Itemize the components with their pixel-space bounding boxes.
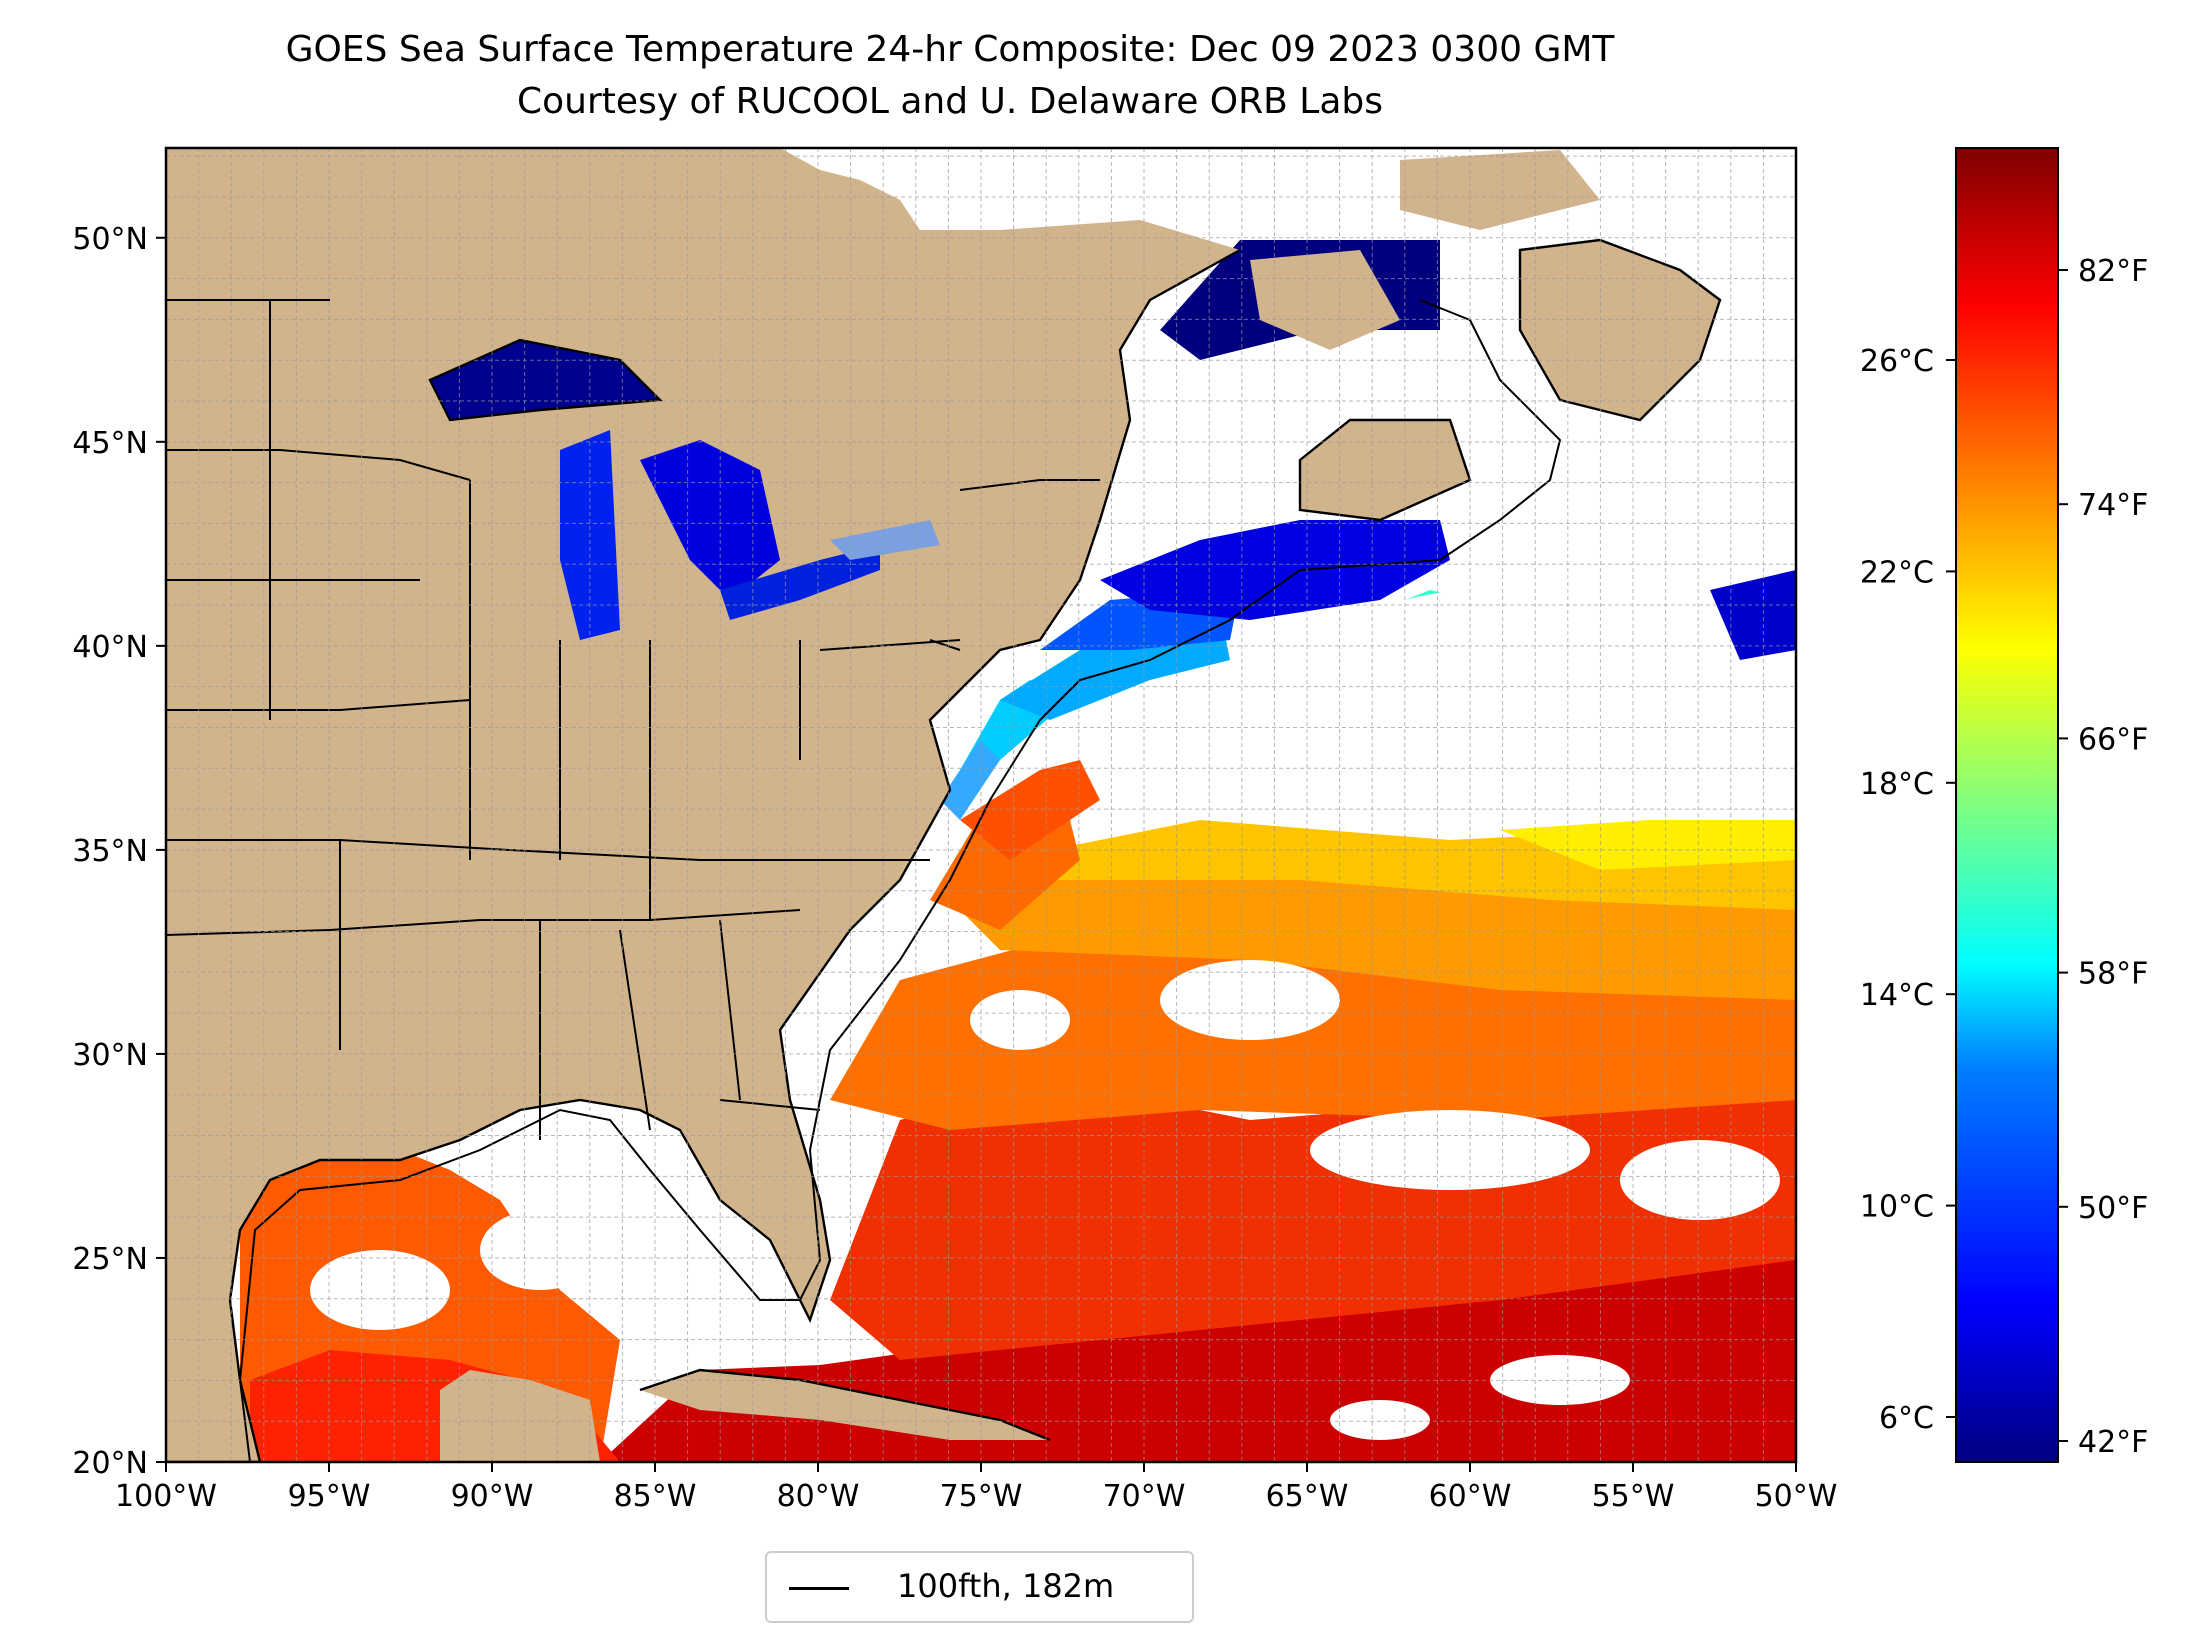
y-tick-label: 45°N (72, 426, 148, 461)
legend-label: 100fth, 182m (897, 1567, 1115, 1605)
map-title: GOES Sea Surface Temperature 24-hr Compo… (285, 29, 1615, 70)
x-tick-label: 70°W (1103, 1479, 1186, 1514)
colorbar-celsius-tick: 22°C (1860, 555, 1934, 590)
isobath-100fth (238, 299, 1562, 1462)
map-gridlines (166, 148, 1796, 1462)
x-tick-label: 80°W (777, 1479, 860, 1514)
colorbar-fahrenheit-tick: 58°F (2078, 957, 2148, 992)
colorbar-celsius-tick: 6°C (1879, 1401, 1934, 1436)
colorbar-celsius-tick: 26°C (1860, 344, 1934, 379)
colorbar (1955, 147, 2059, 1463)
x-tick-label: 50°W (1755, 1479, 1838, 1514)
x-tick-label: 90°W (451, 1479, 534, 1514)
x-tick-label: 60°W (1429, 1479, 1512, 1514)
colorbar-celsius-tick: 14°C (1860, 978, 1934, 1013)
colorbar-celsius-tick: 18°C (1860, 767, 1934, 802)
legend: 100fth, 182m (765, 1551, 1194, 1623)
y-tick-label: 35°N (72, 834, 148, 869)
y-tick-label: 50°N (72, 222, 148, 257)
colorbar-celsius-axis: 26°C 22°C 18°C 14°C 10°C 6°C (1860, 344, 1956, 1436)
x-tick-label: 100°W (115, 1479, 217, 1514)
colorbar-celsius-tick: 10°C (1860, 1190, 1934, 1225)
legend-line-swatch (789, 1587, 849, 1590)
map-subtitle: Courtesy of RUCOOL and U. Delaware ORB L… (516, 81, 1384, 122)
x-tick-label: 85°W (614, 1479, 697, 1514)
y-tick-label: 30°N (72, 1038, 148, 1073)
colorbar-fahrenheit-tick: 82°F (2078, 254, 2148, 289)
x-tick-label: 95°W (288, 1479, 371, 1514)
y-tick-label: 20°N (72, 1446, 148, 1481)
state-borders (166, 299, 1100, 1140)
y-tick-label: 40°N (72, 630, 148, 665)
x-axis: 100°W 95°W 90°W 85°W 80°W 75°W 70°W 65°W 60°W 55°… (115, 1462, 1837, 1514)
y-tick-label: 25°N (72, 1242, 148, 1277)
colorbar-fahrenheit-tick: 50°F (2078, 1191, 2148, 1226)
colorbar-fahrenheit-axis: 82°F 74°F 66°F 58°F 50°F 42°F (2058, 254, 2148, 1460)
land-masses (166, 148, 1720, 1462)
x-tick-label: 65°W (1266, 1479, 1349, 1514)
x-tick-label: 55°W (1592, 1479, 1675, 1514)
y-axis: 20°N 25°N 30°N 35°N 40°N 45°N 50°N (72, 222, 166, 1481)
no-data-areas (310, 590, 1780, 1440)
colorbar-fahrenheit-tick: 42°F (2078, 1425, 2148, 1460)
colorbar-fahrenheit-tick: 74°F (2078, 488, 2148, 523)
colorbar-fahrenheit-tick: 66°F (2078, 722, 2148, 757)
x-tick-label: 75°W (940, 1479, 1023, 1514)
